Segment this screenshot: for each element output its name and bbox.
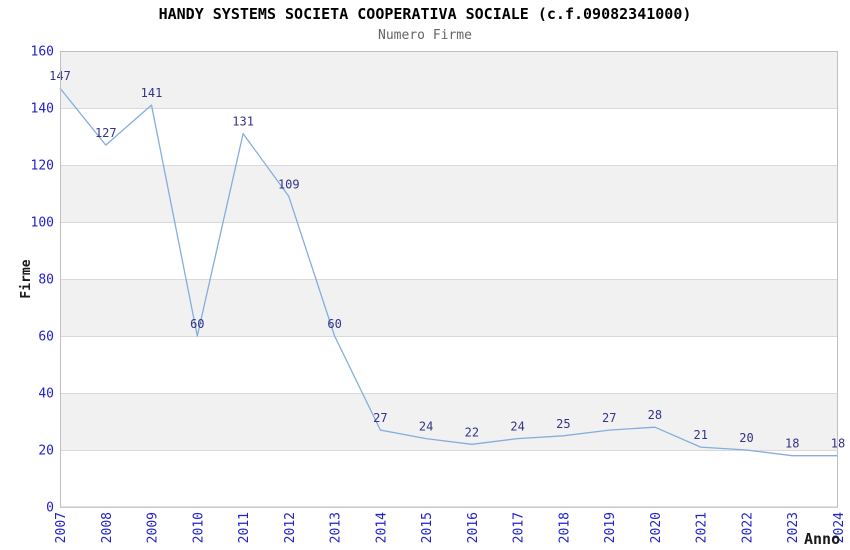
x-tick-label: 2018 <box>557 512 572 543</box>
y-tick-label: 160 <box>31 45 54 60</box>
x-tick-label: 2007 <box>54 512 69 543</box>
x-tick-label: 2015 <box>420 512 435 543</box>
y-tick-label: 120 <box>31 159 54 174</box>
plot-border <box>60 51 838 508</box>
x-tick-label: 2023 <box>786 512 801 543</box>
data-point-label: 22 <box>465 425 479 439</box>
x-tick-label: 2009 <box>146 512 161 543</box>
y-axis-tick-labels: 0 20 40 60 80 100 120 140 160 <box>31 45 54 516</box>
data-point-label: 127 <box>95 126 117 140</box>
x-tick-label: 2016 <box>466 512 481 543</box>
data-point-label: 28 <box>648 408 662 422</box>
y-tick-label: 60 <box>38 330 54 345</box>
data-point-label: 131 <box>232 115 254 129</box>
data-point-label: 24 <box>419 420 433 434</box>
y-tick-label: 40 <box>38 387 54 402</box>
data-point-label: 25 <box>556 417 570 431</box>
data-point-label: 24 <box>510 420 524 434</box>
line-series <box>59 87 838 457</box>
data-point-label: 20 <box>739 431 753 445</box>
y-tick-label: 0 <box>46 501 54 516</box>
y-tick-label: 20 <box>38 444 54 459</box>
x-axis-tick-labels: 2007 2008 2009 2010 2011 2012 2013 2014 2015 2016… <box>54 512 847 543</box>
x-tick-label: 2017 <box>512 512 527 543</box>
background-band <box>60 279 838 336</box>
x-tick-label: 2024 <box>832 512 847 543</box>
x-tick-label: 2010 <box>191 512 206 543</box>
x-tick-label: 2013 <box>329 512 344 543</box>
background-band <box>60 393 838 450</box>
x-tick-label: 2008 <box>100 512 115 543</box>
data-point-label: 109 <box>278 177 300 191</box>
data-line <box>59 87 838 457</box>
data-point-label: 18 <box>785 437 799 451</box>
data-point-label: 21 <box>693 428 707 442</box>
data-point-label: 141 <box>141 86 163 100</box>
background-band <box>60 51 838 108</box>
y-axis-title: Firme <box>19 259 34 298</box>
x-tick-label: 2020 <box>649 512 664 543</box>
data-point-label: 60 <box>190 317 204 331</box>
data-point-label: 27 <box>373 411 387 425</box>
x-axis-title: Anno <box>804 530 840 548</box>
background-band <box>60 165 838 222</box>
data-point-label: 60 <box>327 317 341 331</box>
x-tick-label: 2022 <box>741 512 756 543</box>
chart-title: HANDY SYSTEMS SOCIETA COOPERATIVA SOCIAL… <box>159 5 692 23</box>
y-tick-label: 140 <box>31 102 54 117</box>
x-tick-label: 2019 <box>603 512 618 543</box>
x-tick-label: 2021 <box>695 512 710 543</box>
x-tick-label: 2012 <box>283 512 298 543</box>
plot-bands <box>60 51 838 450</box>
x-tick-label: 2014 <box>374 512 389 543</box>
x-tick-label: 2011 <box>237 512 252 543</box>
y-tick-label: 100 <box>31 216 54 231</box>
chart-subtitle: Numero Firme <box>378 28 472 43</box>
y-tick-label: 80 <box>38 273 54 288</box>
data-point-label: 27 <box>602 411 616 425</box>
